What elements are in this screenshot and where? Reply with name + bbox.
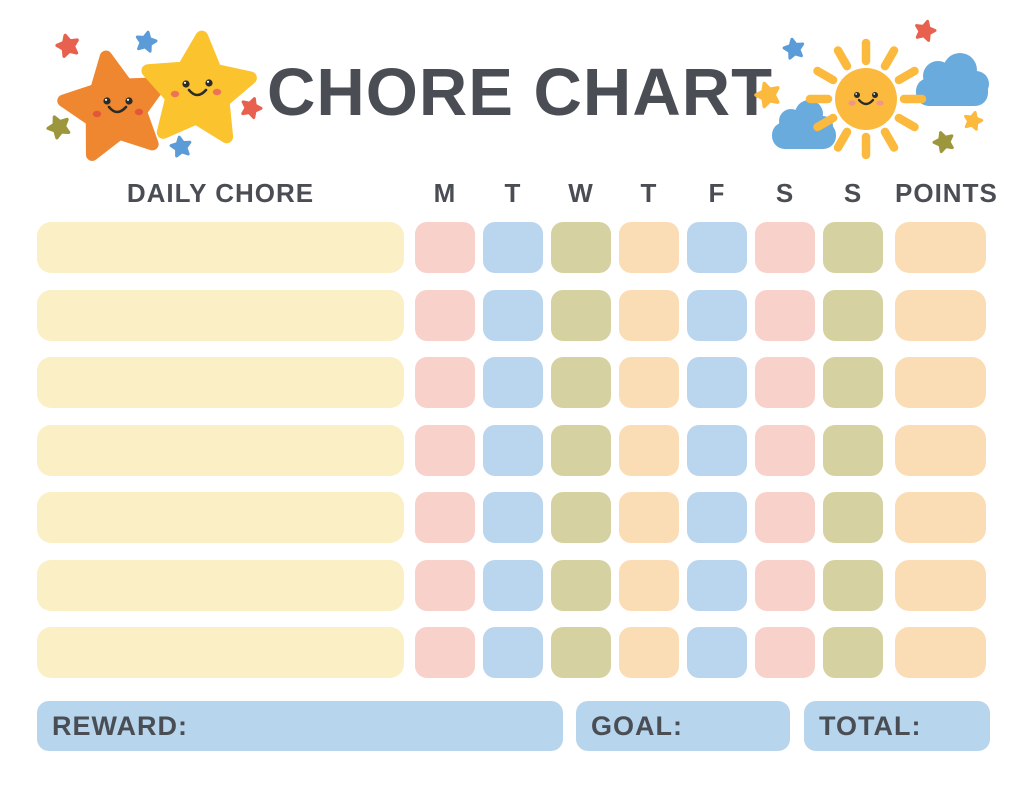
- day-cell-row1-t[interactable]: [483, 222, 543, 273]
- day-cell-row5-s[interactable]: [755, 492, 815, 543]
- reward-box[interactable]: REWARD:: [37, 701, 563, 751]
- day-cell-row5-s2[interactable]: [823, 492, 883, 543]
- day-cell-row6-t[interactable]: [483, 560, 543, 611]
- day-cell-row5-m[interactable]: [415, 492, 475, 543]
- day-cell-row7-m[interactable]: [415, 627, 475, 678]
- day-cell-row7-s[interactable]: [755, 627, 815, 678]
- day-cell-row4-f[interactable]: [687, 425, 747, 476]
- day-cell-row5-t2[interactable]: [619, 492, 679, 543]
- day-cell-row1-t2[interactable]: [619, 222, 679, 273]
- reward-label: REWARD:: [52, 710, 188, 741]
- mini-star-icon: [932, 129, 956, 153]
- day-cell-row4-m[interactable]: [415, 425, 475, 476]
- orange-star-face: [92, 97, 144, 118]
- points-cell-row4[interactable]: [895, 425, 986, 476]
- day-cell-row1-f[interactable]: [687, 222, 747, 273]
- yellow-star-face: [170, 79, 222, 98]
- day-cell-row7-t2[interactable]: [619, 627, 679, 678]
- day-cell-row4-t[interactable]: [483, 425, 543, 476]
- points-cell-row2[interactable]: [895, 290, 986, 341]
- day-cell-row3-s2[interactable]: [823, 357, 883, 408]
- sun-rays: [805, 38, 927, 160]
- total-label: TOTAL:: [819, 710, 922, 741]
- mini-star-icon: [783, 37, 805, 59]
- day-cell-row6-f[interactable]: [687, 560, 747, 611]
- chore-cell-row1[interactable]: [37, 222, 404, 273]
- day-cell-row6-s[interactable]: [755, 560, 815, 611]
- chore-cell-row5[interactable]: [37, 492, 404, 543]
- day-cell-row5-w[interactable]: [551, 492, 611, 543]
- day-cell-row6-w[interactable]: [551, 560, 611, 611]
- day-cell-row4-s[interactable]: [755, 425, 815, 476]
- page-title: CHORE CHART: [266, 55, 774, 130]
- mini-star-icon: [135, 30, 157, 52]
- cloud-icon: [916, 53, 989, 106]
- goal-label: GOAL:: [591, 710, 683, 741]
- day-cell-row2-m[interactable]: [415, 290, 475, 341]
- day-cell-row4-t2[interactable]: [619, 425, 679, 476]
- day-cell-row3-f[interactable]: [687, 357, 747, 408]
- day-cell-row6-s2[interactable]: [823, 560, 883, 611]
- mini-star-icon: [963, 110, 984, 130]
- day-header-s: S: [775, 178, 795, 208]
- chore-cell-row6[interactable]: [37, 560, 404, 611]
- yellow-star-icon: [144, 34, 253, 139]
- day-cell-row5-f[interactable]: [687, 492, 747, 543]
- day-cell-row2-s2[interactable]: [823, 290, 883, 341]
- chore-cell-row3[interactable]: [37, 357, 404, 408]
- mini-star-icon: [914, 19, 937, 41]
- day-cell-row1-s[interactable]: [755, 222, 815, 273]
- day-cell-row3-s[interactable]: [755, 357, 815, 408]
- sun-icon: [835, 68, 897, 130]
- chore-cell-row2[interactable]: [37, 290, 404, 341]
- day-header-s2: S: [843, 178, 863, 208]
- day-header-f: F: [708, 178, 726, 208]
- mini-star-icon: [45, 113, 72, 140]
- mini-star-icon: [170, 136, 192, 157]
- day-header-w: W: [568, 178, 594, 208]
- chore-cell-row7[interactable]: [37, 627, 404, 678]
- day-cell-row1-s2[interactable]: [823, 222, 883, 273]
- points-cell-row5[interactable]: [895, 492, 986, 543]
- sun-clouds-illustration: [748, 12, 989, 160]
- day-cell-row3-m[interactable]: [415, 357, 475, 408]
- day-cell-row7-w[interactable]: [551, 627, 611, 678]
- day-header-t2: T: [640, 178, 658, 208]
- day-cell-row7-s2[interactable]: [823, 627, 883, 678]
- day-header-m: M: [433, 178, 457, 208]
- mini-star-icon: [55, 33, 80, 58]
- day-cell-row3-t2[interactable]: [619, 357, 679, 408]
- daily-chore-header: DAILY CHORE: [126, 178, 315, 208]
- sun-face: [848, 92, 884, 106]
- day-cell-row2-t[interactable]: [483, 290, 543, 341]
- points-cell-row7[interactable]: [895, 627, 986, 678]
- day-cell-row1-m[interactable]: [415, 222, 475, 273]
- day-cell-row3-w[interactable]: [551, 357, 611, 408]
- points-cell-row3[interactable]: [895, 357, 986, 408]
- day-cell-row7-f[interactable]: [687, 627, 747, 678]
- chore-cell-row4[interactable]: [37, 425, 404, 476]
- day-cell-row2-s[interactable]: [755, 290, 815, 341]
- day-cell-row2-t2[interactable]: [619, 290, 679, 341]
- points-cell-row1[interactable]: [895, 222, 986, 273]
- day-cell-row2-f[interactable]: [687, 290, 747, 341]
- day-header-t: T: [504, 178, 522, 208]
- total-box[interactable]: TOTAL:: [804, 701, 990, 751]
- day-cell-row3-t[interactable]: [483, 357, 543, 408]
- goal-box[interactable]: GOAL:: [576, 701, 790, 751]
- mini-star-icon: [753, 80, 781, 108]
- day-cell-row4-w[interactable]: [551, 425, 611, 476]
- day-cell-row6-m[interactable]: [415, 560, 475, 611]
- day-cell-row2-w[interactable]: [551, 290, 611, 341]
- points-cell-row6[interactable]: [895, 560, 986, 611]
- stars-illustration: [36, 22, 268, 164]
- day-cell-row4-s2[interactable]: [823, 425, 883, 476]
- points-header: POINTS: [895, 178, 998, 208]
- day-cell-row6-t2[interactable]: [619, 560, 679, 611]
- day-cell-row7-t[interactable]: [483, 627, 543, 678]
- day-cell-row1-w[interactable]: [551, 222, 611, 273]
- day-cell-row5-t[interactable]: [483, 492, 543, 543]
